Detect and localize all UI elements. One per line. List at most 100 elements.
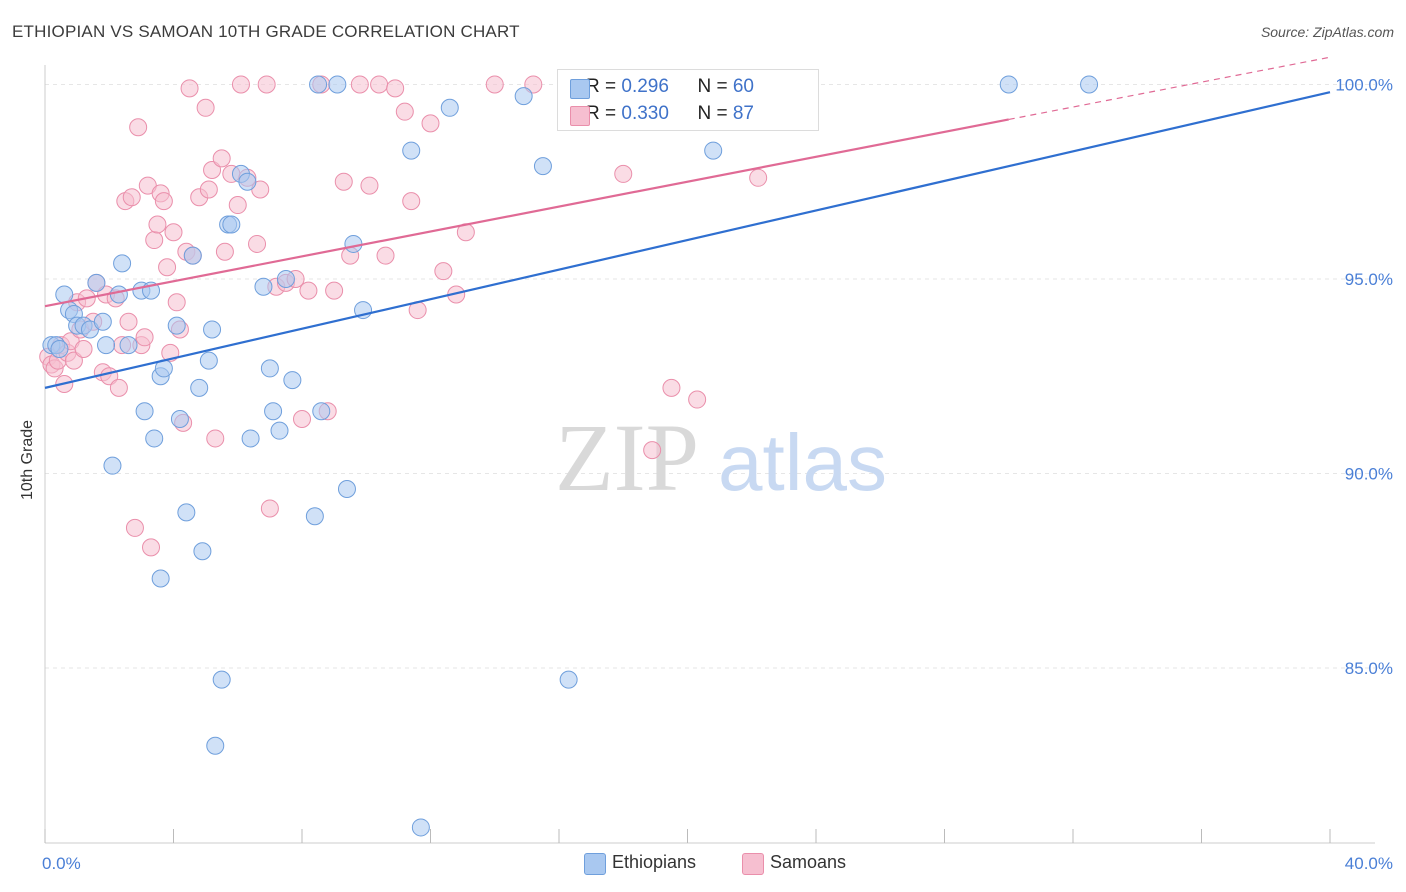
samoan-point	[434, 262, 453, 281]
ethiopian-point	[283, 371, 302, 390]
ethiopian-point	[241, 429, 260, 448]
watermark: ZIP atlas	[555, 404, 887, 511]
samoan-point	[257, 75, 276, 94]
ethiopian-point	[167, 316, 186, 335]
ethiopian-point	[50, 339, 69, 358]
bottom-legend-label: Ethiopians	[612, 852, 697, 872]
ethiopians-trend-line	[44, 91, 1331, 389]
legend-n-label: N =	[697, 103, 733, 124]
ethiopian-point	[999, 75, 1018, 94]
ethiopian-point	[276, 269, 295, 288]
samoan-point	[142, 538, 161, 557]
samoan-point	[122, 188, 141, 207]
legend-n-value: 87	[732, 103, 754, 124]
samoan-point	[376, 246, 395, 265]
legend-r-label: R =	[586, 103, 622, 124]
ethiopian-point	[440, 98, 459, 117]
ethiopian-point	[193, 542, 212, 561]
axes	[44, 65, 1375, 844]
samoan-point	[524, 75, 543, 94]
ethiopian-point	[402, 141, 421, 160]
samoan-point	[643, 441, 662, 460]
ethiopians-points	[42, 75, 1099, 837]
ethiopian-point	[170, 409, 189, 428]
samoan-point	[148, 215, 167, 234]
watermark-zip: ZIP	[555, 404, 699, 511]
samoan-point	[350, 75, 369, 94]
samoan-point	[325, 281, 344, 300]
y-tick-label: 95.0%	[1345, 270, 1393, 289]
legend-row-ethiopians: R = 0.296 N = 60	[570, 76, 754, 99]
ethiopian-point	[135, 402, 154, 421]
legend-n-label: N =	[697, 76, 733, 97]
ethiopian-point	[113, 254, 132, 273]
samoan-point	[158, 258, 177, 277]
legend-r-label: R =	[586, 76, 622, 97]
ethiopian-point	[270, 421, 289, 440]
ethiopian-point	[190, 378, 209, 397]
ethiopian-point	[328, 75, 347, 94]
samoan-point	[370, 75, 389, 94]
samoan-point	[248, 234, 267, 253]
ethiopian-point	[337, 480, 356, 499]
samoan-point	[360, 176, 379, 195]
legend-swatch-samoans	[570, 106, 590, 126]
samoan-point	[402, 192, 421, 211]
samoan-point	[231, 75, 250, 94]
samoan-point	[299, 281, 318, 300]
ethiopian-point	[254, 277, 273, 296]
samoan-point	[228, 196, 247, 215]
samoan-point	[167, 293, 186, 312]
legend: R = 0.296 N = 60 R = 0.330 N = 87	[557, 69, 819, 131]
ethiopian-point	[212, 670, 231, 689]
ethiopian-point	[704, 141, 723, 160]
samoan-point	[421, 114, 440, 133]
samoan-point	[64, 351, 83, 370]
samoan-point	[125, 518, 144, 537]
ethiopian-point	[514, 87, 533, 106]
ethiopian-point	[1080, 75, 1099, 94]
ethiopian-point	[183, 246, 202, 265]
legend-r-value: 0.296	[621, 76, 669, 97]
ethiopian-point	[87, 273, 106, 292]
ethiopian-point	[145, 429, 164, 448]
samoan-point	[395, 102, 414, 121]
ethiopian-point	[238, 172, 257, 191]
watermark-atlas: atlas	[718, 418, 887, 507]
ethiopian-point	[264, 402, 283, 421]
y-tick-label: 100.0%	[1335, 75, 1393, 94]
y-tick-label: 85.0%	[1345, 659, 1393, 678]
bottom-legend-label: Samoans	[770, 852, 847, 872]
samoan-point	[154, 192, 173, 211]
samoans-trend-line	[44, 118, 1009, 308]
y-tick-label: 90.0%	[1345, 464, 1393, 483]
ethiopian-point	[222, 215, 241, 234]
samoan-point	[109, 378, 128, 397]
samoan-point	[662, 378, 681, 397]
ethiopian-point	[559, 670, 578, 689]
bottom-legend-ethiopians: Ethiopians	[584, 852, 697, 875]
legend-n-value: 60	[732, 76, 754, 97]
samoan-point	[196, 98, 215, 117]
samoan-point	[164, 223, 183, 242]
ethiopian-point	[109, 285, 128, 304]
ethiopian-point	[177, 503, 196, 522]
samoan-point	[180, 79, 199, 98]
tick-labels: 85.0% 90.0% 95.0% 100.0% 0.0% 40.0%	[42, 75, 1393, 873]
samoan-point	[119, 312, 138, 331]
samoan-point	[614, 164, 633, 183]
bottom-legend-swatch-ethiopians	[584, 853, 606, 875]
ethiopian-point	[119, 336, 138, 355]
ethiopian-point	[151, 569, 170, 588]
x-tick-label: 40.0%	[1345, 854, 1393, 873]
ethiopian-point	[206, 736, 225, 755]
ethiopian-point	[93, 312, 112, 331]
source-note: Source: ZipAtlas.com	[1260, 24, 1394, 40]
samoan-point	[215, 242, 234, 261]
samoan-point	[212, 149, 231, 168]
samoans-trend-extension	[1008, 56, 1331, 121]
bottom-legend-swatch-samoans	[742, 853, 764, 875]
samoan-point	[145, 231, 164, 250]
ethiopian-point	[533, 157, 552, 176]
